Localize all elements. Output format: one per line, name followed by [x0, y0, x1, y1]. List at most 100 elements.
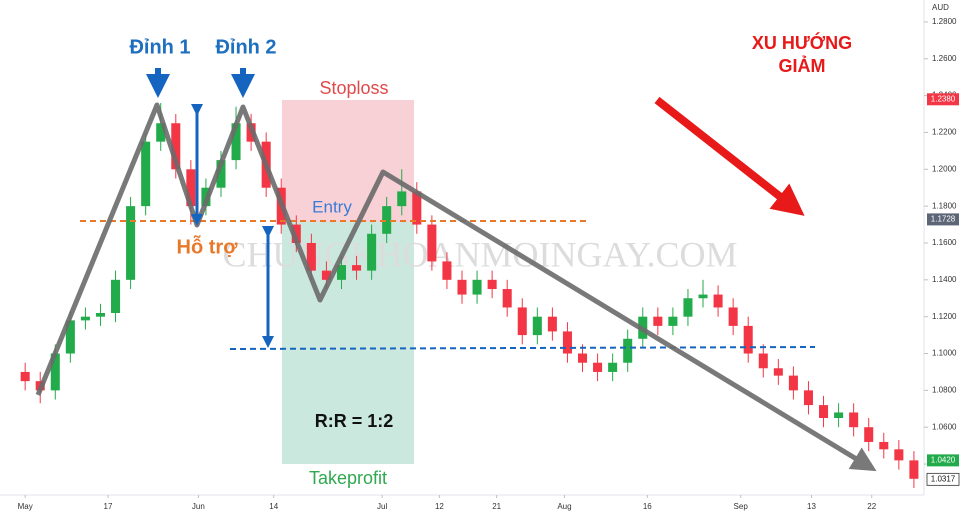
x-tick-label: 16: [643, 502, 652, 511]
candle-body: [367, 233, 377, 271]
y-tick-label: 1.2000: [932, 164, 957, 173]
candle-body: [171, 123, 181, 170]
candle-body: [382, 206, 392, 234]
candle-body: [412, 191, 422, 225]
candle-body: [593, 362, 603, 372]
candle-body: [849, 412, 859, 428]
candle-body: [502, 289, 512, 308]
candle-body: [95, 312, 105, 317]
candle-body: [758, 353, 768, 369]
candle-body: [427, 224, 437, 262]
x-tick-label: Aug: [557, 502, 571, 511]
x-tick-label: Jun: [192, 502, 205, 511]
candle-body: [562, 331, 572, 354]
price-tag-label: 1.2380: [931, 94, 956, 103]
y-tick-label: 1.0600: [932, 422, 957, 431]
currency-label: AUD: [932, 3, 949, 12]
candle-body: [909, 460, 919, 479]
x-tick-label: Sep: [734, 502, 749, 511]
candle-body: [472, 279, 482, 295]
y-tick-label: 1.1800: [932, 201, 957, 210]
takeprofit-label: Takeprofit: [309, 468, 387, 488]
candle-body: [231, 123, 241, 161]
candle-body: [864, 427, 874, 442]
candle-body: [156, 123, 166, 142]
annotation-layer: Đỉnh 1 Đỉnh 2 Stoploss Entry Hỗ trợ R:R …: [35, 32, 877, 488]
price-tag: [927, 454, 959, 467]
price-tag: [927, 213, 959, 226]
y-tick-label: 1.0800: [932, 385, 957, 394]
candle-body: [713, 294, 723, 308]
candle-body: [653, 316, 663, 326]
candle-body: [141, 141, 151, 207]
candle-body: [216, 160, 226, 188]
candle-body: [397, 191, 407, 207]
entry-label: Entry: [312, 197, 352, 216]
candle-body: [623, 338, 633, 363]
trend-arrow: [654, 96, 805, 216]
peak-label: Đỉnh 1: [129, 36, 190, 58]
x-tick-label: 17: [104, 502, 113, 511]
candle-body: [683, 298, 693, 317]
candle-body: [698, 294, 708, 299]
candle-body: [532, 316, 542, 336]
price-tag-label: 1.0317: [931, 474, 956, 483]
candle-body: [442, 261, 452, 280]
candle-body: [126, 206, 136, 280]
candle-body: [803, 390, 813, 406]
y-tick-label: 1.2600: [932, 54, 957, 63]
x-tick-label: 13: [807, 502, 816, 511]
candle-body: [577, 353, 588, 363]
candle-body: [111, 279, 121, 313]
x-tick-label: 14: [269, 502, 278, 511]
candle-body: [186, 169, 196, 207]
y-tick-label: 1.1400: [932, 275, 957, 284]
y-tick-label: 1.2200: [932, 128, 957, 137]
zigzag-path: [35, 102, 877, 472]
y-tick-label: 1.1600: [932, 238, 957, 247]
candle-body: [547, 316, 557, 332]
price-tag-label: 1.1728: [931, 215, 956, 224]
trend-label: XU HƯỚNG: [752, 32, 852, 53]
stoploss-zone: [282, 100, 414, 222]
candle-body: [879, 441, 889, 450]
candle-body: [20, 371, 30, 382]
trend-label: GIẢM: [779, 55, 826, 76]
candle-body: [321, 270, 331, 280]
support-label: Hỗ trợ: [177, 234, 239, 258]
peak-label: Đỉnh 2: [215, 36, 276, 58]
candle-body: [80, 316, 90, 321]
y-tick-label: 1.1200: [932, 312, 957, 321]
x-tick-label: 21: [492, 502, 501, 511]
candle-body: [788, 375, 798, 391]
y-tick-label: 1.2800: [932, 17, 957, 26]
target-line: [229, 346, 816, 350]
price-tag-label: 1.0420: [931, 455, 956, 464]
candle-body: [894, 449, 904, 461]
candle-body: [487, 279, 497, 290]
stoploss-label: Stoploss: [319, 78, 388, 98]
candle-body: [291, 224, 301, 243]
x-tick-label: 22: [867, 502, 876, 511]
candle-body: [336, 265, 347, 280]
candle-body: [728, 307, 738, 326]
y-tick-label: 1.1000: [932, 349, 957, 358]
candle-body: [65, 320, 75, 354]
candle-body: [819, 405, 829, 418]
plot-area: [20, 102, 919, 488]
x-tick-label: Jul: [377, 502, 387, 511]
price-tag: [926, 472, 960, 486]
rr-label: R:R = 1:2: [315, 411, 394, 431]
candle-body: [608, 362, 618, 372]
candle-body: [306, 242, 316, 271]
price-tag: [927, 93, 959, 106]
candle-body: [773, 368, 783, 376]
x-tick-label: 12: [435, 502, 444, 511]
candle-body: [743, 325, 753, 354]
candle-body: [457, 279, 467, 295]
candle-body: [352, 265, 362, 271]
candle-body: [517, 307, 527, 336]
x-tick-label: May: [18, 502, 33, 511]
